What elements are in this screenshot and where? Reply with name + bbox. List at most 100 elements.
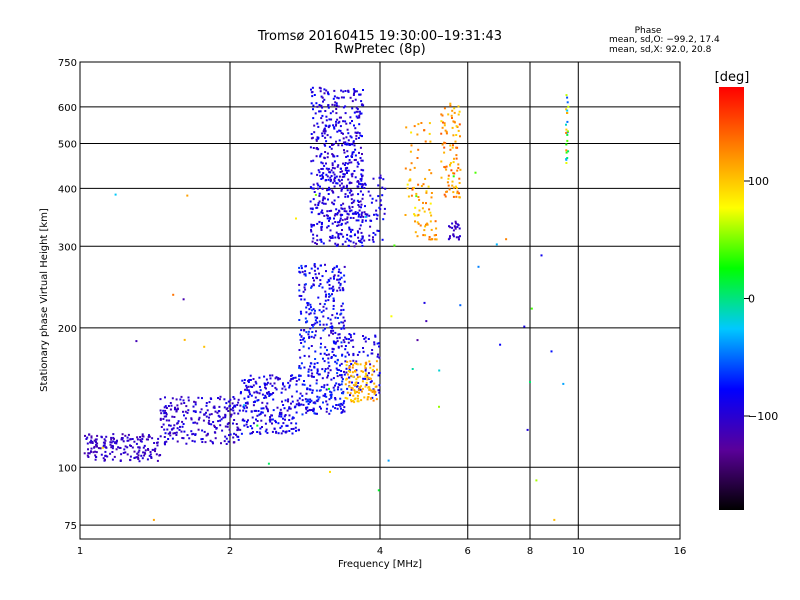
data-point bbox=[240, 432, 243, 435]
data-point bbox=[229, 404, 232, 407]
data-point bbox=[340, 167, 342, 170]
data-point bbox=[339, 284, 342, 287]
data-point bbox=[329, 294, 332, 297]
data-point bbox=[324, 346, 327, 349]
data-point bbox=[306, 406, 309, 409]
data-point bbox=[307, 333, 310, 336]
data-point bbox=[300, 403, 303, 406]
data-point bbox=[300, 295, 303, 297]
data-point bbox=[359, 134, 362, 137]
data-point bbox=[272, 409, 275, 412]
data-point bbox=[343, 210, 346, 213]
data-point bbox=[305, 311, 308, 314]
data-point bbox=[352, 354, 355, 357]
data-point bbox=[112, 433, 115, 436]
data-point bbox=[327, 367, 330, 370]
data-point bbox=[321, 114, 324, 117]
data-point bbox=[176, 440, 179, 443]
data-point bbox=[217, 397, 219, 399]
data-point bbox=[243, 407, 246, 410]
data-point bbox=[343, 373, 346, 376]
data-point bbox=[299, 356, 302, 359]
data-point bbox=[94, 458, 97, 461]
data-point bbox=[336, 359, 339, 362]
data-point bbox=[375, 360, 378, 363]
data-point bbox=[360, 213, 363, 216]
data-point bbox=[340, 402, 343, 405]
data-point bbox=[226, 407, 229, 410]
data-point bbox=[126, 439, 129, 442]
data-point bbox=[299, 392, 302, 395]
data-point bbox=[109, 452, 112, 455]
data-point bbox=[351, 143, 354, 146]
data-point bbox=[359, 190, 362, 193]
data-point bbox=[306, 302, 309, 304]
data-point bbox=[414, 231, 417, 234]
data-point bbox=[283, 385, 286, 388]
data-point bbox=[328, 295, 331, 298]
data-point bbox=[280, 425, 283, 428]
data-point bbox=[345, 367, 348, 370]
data-point bbox=[351, 120, 353, 122]
data-point bbox=[357, 137, 360, 139]
data-point bbox=[325, 307, 328, 310]
data-point bbox=[372, 399, 375, 402]
data-point bbox=[135, 340, 138, 343]
data-point bbox=[318, 200, 321, 203]
data-point bbox=[133, 457, 136, 459]
chart-subtitle: RwPretec (8p) bbox=[334, 42, 425, 57]
data-point bbox=[162, 418, 165, 420]
data-point bbox=[290, 402, 292, 405]
data-point bbox=[335, 367, 338, 370]
data-point bbox=[320, 227, 323, 230]
data-point bbox=[285, 424, 288, 427]
data-point bbox=[314, 350, 317, 353]
data-point bbox=[208, 416, 210, 419]
data-point bbox=[312, 233, 315, 236]
data-point bbox=[259, 412, 262, 415]
data-point bbox=[258, 392, 261, 395]
data-point bbox=[422, 183, 425, 186]
data-point bbox=[220, 418, 223, 421]
data-point bbox=[340, 309, 343, 312]
data-point bbox=[255, 382, 258, 385]
data-point bbox=[274, 419, 277, 422]
data-point bbox=[349, 135, 352, 138]
data-point bbox=[131, 438, 134, 440]
data-point bbox=[334, 342, 337, 345]
data-point bbox=[327, 317, 330, 320]
data-point bbox=[352, 94, 355, 96]
data-point bbox=[88, 433, 91, 436]
data-point bbox=[292, 377, 294, 380]
data-point bbox=[165, 419, 168, 422]
data-point bbox=[366, 376, 369, 379]
data-point bbox=[454, 227, 457, 230]
data-point bbox=[183, 414, 185, 417]
data-point bbox=[348, 226, 351, 229]
data-point bbox=[292, 427, 295, 430]
data-point bbox=[172, 432, 175, 435]
data-point bbox=[112, 445, 114, 448]
data-point bbox=[340, 207, 343, 210]
data-point bbox=[351, 172, 354, 175]
data-point bbox=[320, 161, 323, 164]
data-point bbox=[430, 172, 433, 175]
data-point bbox=[120, 453, 123, 456]
data-point bbox=[335, 244, 338, 247]
data-point bbox=[331, 222, 334, 225]
data-point bbox=[361, 174, 364, 177]
data-point bbox=[327, 193, 330, 195]
data-point bbox=[267, 462, 270, 465]
data-point bbox=[387, 459, 390, 462]
data-point bbox=[233, 432, 236, 435]
data-point bbox=[269, 418, 272, 421]
data-point bbox=[377, 389, 380, 392]
data-point bbox=[453, 107, 456, 110]
data-point bbox=[104, 439, 107, 442]
data-point bbox=[347, 169, 350, 172]
data-point bbox=[90, 436, 93, 439]
data-point bbox=[328, 210, 331, 212]
data-point bbox=[313, 269, 316, 272]
data-point bbox=[334, 236, 337, 239]
data-point bbox=[338, 180, 341, 183]
